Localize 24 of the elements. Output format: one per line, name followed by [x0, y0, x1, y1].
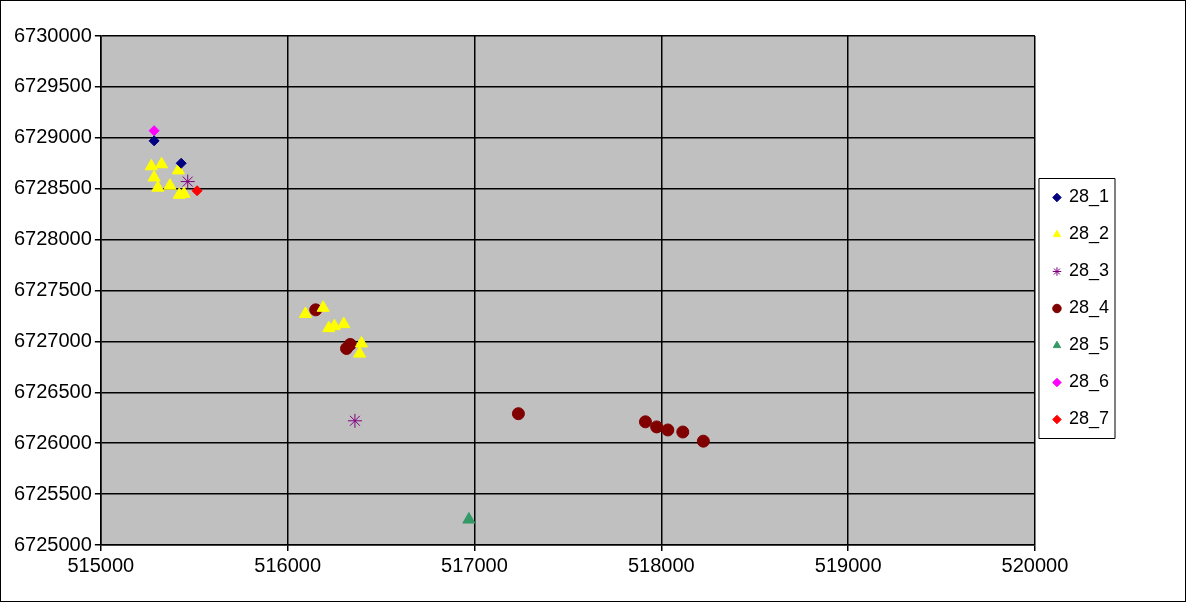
x-tick-label: 516000	[254, 553, 322, 576]
y-tick-label: 6726000	[13, 430, 92, 453]
y-tick-label: 6727000	[13, 328, 92, 351]
y-tick-label: 6726500	[13, 379, 92, 402]
legend-label: 28_7	[1068, 408, 1109, 430]
y-tick-label: 6729500	[13, 74, 92, 97]
y-tick-label: 6728500	[13, 176, 92, 199]
x-tick-label: 515000	[67, 553, 135, 576]
x-tick-label: 518000	[627, 553, 695, 576]
x-tick-label: 519000	[814, 553, 882, 576]
legend-label: 28_3	[1068, 260, 1109, 282]
x-tick-label: 517000	[441, 553, 508, 576]
legend-label: 28_1	[1068, 186, 1109, 208]
legend-label: 28_5	[1068, 334, 1109, 356]
legend-label: 28_2	[1068, 223, 1109, 245]
legend-label: 28_6	[1068, 371, 1109, 393]
y-tick-label: 6725000	[13, 532, 92, 555]
y-tick-label: 6727500	[13, 278, 92, 301]
y-tick-label: 6728000	[13, 227, 92, 250]
y-tick-label: 6725500	[13, 481, 92, 504]
y-tick-label: 6730000	[13, 23, 92, 46]
y-tick-label: 6729000	[13, 125, 92, 148]
legend-label: 28_4	[1068, 297, 1109, 319]
x-tick-label: 520000	[1001, 553, 1069, 576]
